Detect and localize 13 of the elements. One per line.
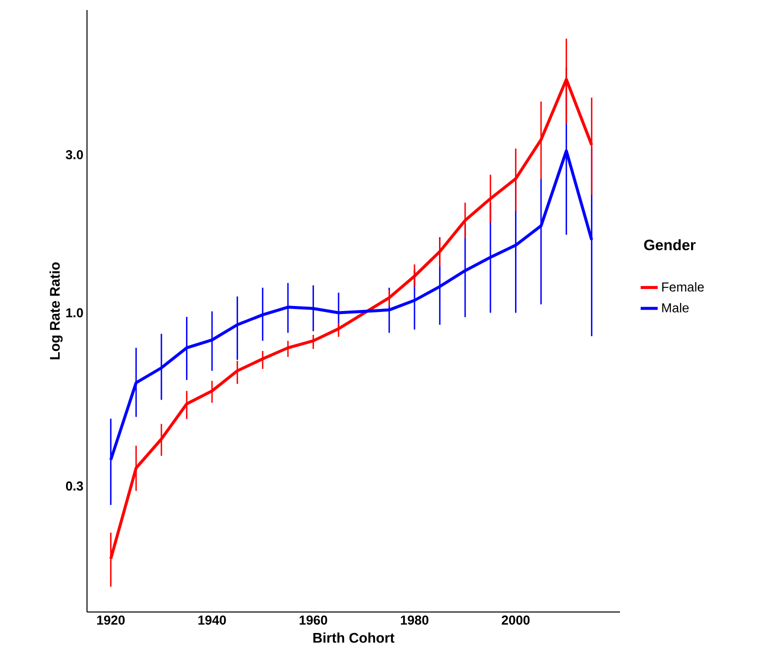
x-tick-label: 1980 [400, 616, 428, 625]
x-tick-label: 1940 [198, 616, 226, 625]
y-tick-label: 0.3 [66, 481, 84, 491]
y-tick-label: 1.0 [66, 308, 83, 318]
y-axis-title: Log Rate Ratio [50, 262, 63, 360]
x-tick-label: 1960 [300, 616, 328, 625]
x-axis-title: Birth Cohort [313, 632, 394, 643]
y-tick-label: 3.0 [66, 150, 83, 160]
legend-title: Gender [644, 239, 696, 250]
x-tick-label: 2000 [502, 616, 530, 625]
legend-label: Female [662, 282, 704, 292]
x-tick-label: 1920 [97, 616, 125, 625]
legend-label: Male [662, 302, 689, 312]
